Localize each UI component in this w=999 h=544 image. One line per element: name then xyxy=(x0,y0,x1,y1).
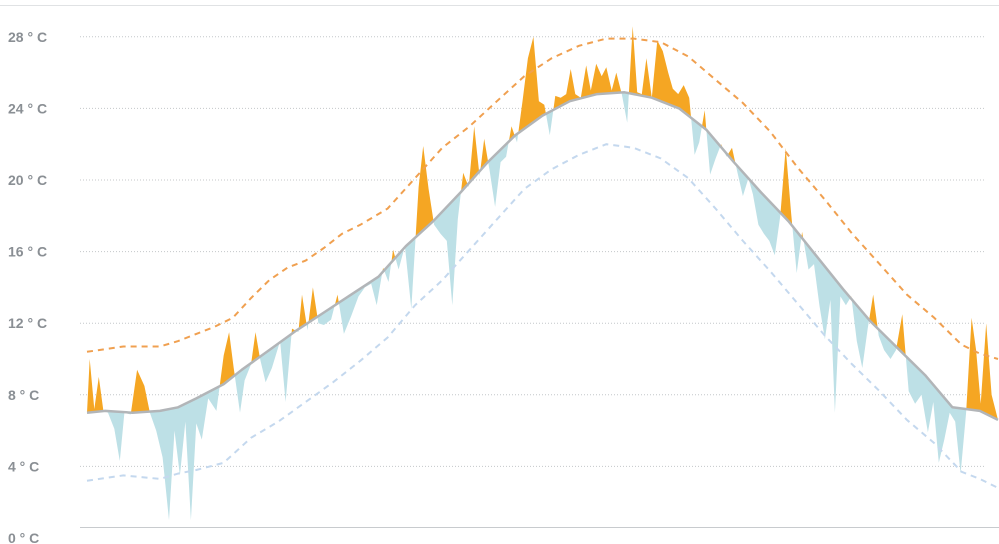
y-tick-label-12: 12 ° C xyxy=(8,315,47,331)
above-mean-area xyxy=(87,26,998,420)
mean-line xyxy=(86,91,999,422)
y-tick-label-4: 4 ° C xyxy=(8,458,39,474)
y-axis-labels: 0 ° C 4 ° C 8 ° C 12 ° C 16 ° C 20 ° C 24 ° C 2… xyxy=(8,29,47,544)
y-tick-label-16: 16 ° C xyxy=(8,244,47,260)
y-tick-label-0: 0 ° C xyxy=(8,530,39,544)
below-mean-area xyxy=(87,92,998,521)
y-tick-label-8: 8 ° C xyxy=(8,387,39,403)
y-tick-label-24: 24 ° C xyxy=(8,100,47,116)
lower-band-line xyxy=(86,143,999,489)
y-tick-label-28: 28 ° C xyxy=(8,29,47,45)
deviation-areas xyxy=(87,26,998,521)
gridlines xyxy=(80,36,985,467)
upper-band-line xyxy=(86,37,999,360)
y-tick-label-20: 20 ° C xyxy=(8,172,47,188)
reference-lines xyxy=(86,37,999,489)
